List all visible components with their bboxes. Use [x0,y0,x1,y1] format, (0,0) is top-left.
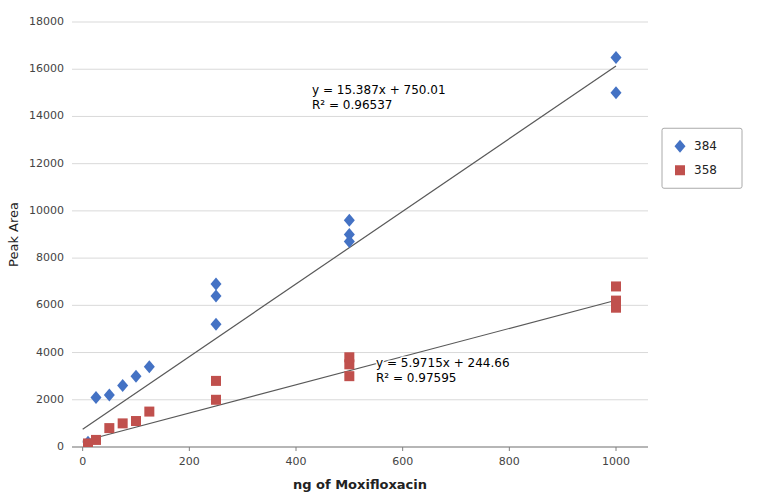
plot-area [83,51,622,447]
x-tick-label: 400 [286,455,307,468]
annotation: R² = 0.96537 [312,98,392,112]
y-tick-label: 2000 [36,393,64,406]
point [118,418,128,428]
chart: 0200040006000800010000120001400016000180… [0,0,760,503]
x-tick [509,447,510,451]
annotation: y = 5.9715x + 244.66 [376,356,510,370]
point [611,281,621,291]
point [144,407,154,417]
legend-marker [675,140,686,153]
y-tick-label: 18000 [29,15,64,28]
point [144,360,155,373]
grid-line [72,258,648,259]
point [131,416,141,426]
x-tick-label: 600 [392,455,413,468]
x-tick [189,447,190,451]
y-tick-label: 12000 [29,157,64,170]
annotation: y = 15.387x + 750.01 [312,83,446,97]
series-points [83,281,621,447]
x-tick-label: 800 [499,455,520,468]
grid-line [72,399,648,400]
point [91,435,101,445]
y-tick-label: 0 [57,440,64,453]
y-tick-label: 4000 [36,346,64,359]
point [131,370,142,383]
grid-line [72,305,648,306]
grid-line [72,22,648,23]
point [344,214,355,227]
y-tick-label: 6000 [36,298,64,311]
x-tick-label: 200 [179,455,200,468]
annotation: R² = 0.97595 [376,371,456,385]
grid-line [72,116,648,117]
point [104,389,115,402]
legend-box [662,128,742,188]
point [344,228,355,241]
point [211,376,221,386]
legend: 384 358 [662,128,742,188]
x-tick [296,447,297,451]
point [611,51,622,64]
grid-line [72,69,648,70]
x-axis-line [72,447,648,448]
grid-line [72,163,648,164]
point [104,423,114,433]
y-tick-label: 14000 [29,109,64,122]
trend-line [83,66,616,429]
x-tick [82,447,83,451]
series-points [83,51,622,447]
x-tick-label: 1000 [602,455,630,468]
point [211,278,222,291]
point [611,86,622,99]
y-tick-label: 8000 [36,251,64,264]
point [344,352,354,362]
trend-line [83,300,616,441]
y-tick-label: 10000 [29,204,64,217]
point [211,318,222,331]
x-tick-label: 0 [79,455,86,468]
point [117,379,128,392]
grid-line [72,210,648,211]
x-tick [616,447,617,451]
point [344,371,354,381]
point [611,296,621,306]
y-tick-label: 16000 [29,62,64,75]
y-axis-title: Peak Area [6,202,21,267]
grid-line [72,447,648,448]
point [211,289,222,302]
x-axis-title: ng of Moxifloxacin [293,477,427,492]
point [211,395,221,405]
legend-marker [675,165,685,175]
legend-label: 358 [694,163,717,177]
point [91,391,102,404]
grid [72,22,648,447]
x-tick [402,447,403,451]
grid-line [72,352,648,353]
legend-label: 384 [694,139,717,153]
